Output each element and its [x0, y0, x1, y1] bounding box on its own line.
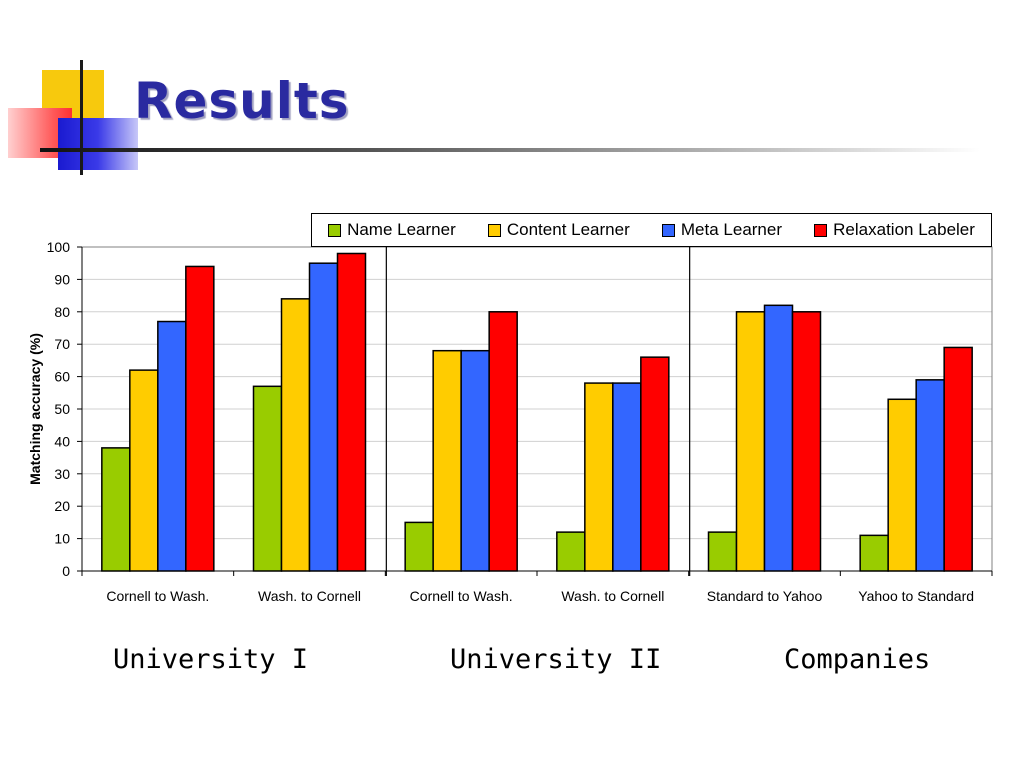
y-tick-label: 0 — [62, 563, 70, 579]
bar — [185, 265, 215, 572]
bar — [308, 262, 339, 572]
x-category-label: Cornell to Wash. — [106, 588, 209, 604]
group-label-university-1: University I — [113, 644, 309, 675]
bar — [101, 447, 131, 572]
x-category-label: Wash. to Cornell — [561, 588, 664, 604]
bar — [129, 369, 159, 572]
legend-label: Name Learner — [347, 220, 456, 239]
decor-vertical-line — [80, 60, 83, 175]
x-category-label: Yahoo to Standard — [858, 588, 974, 604]
legend-swatch-meta-learner — [661, 223, 675, 237]
y-tick-label: 80 — [54, 304, 70, 320]
legend-swatch-name-learner — [328, 223, 342, 237]
legend-swatch-content-learner — [487, 223, 501, 237]
bar — [735, 311, 766, 572]
legend-label: Content Learner — [506, 220, 630, 239]
bar — [280, 298, 311, 572]
slide-title: Results — [134, 72, 350, 130]
bar — [791, 311, 822, 572]
legend-item-name-learner: Name Learner — [328, 220, 456, 240]
legend-item-meta-learner: Meta Learner — [661, 220, 783, 240]
bar — [157, 320, 187, 572]
bar — [640, 356, 670, 572]
y-tick-label: 10 — [54, 531, 70, 547]
bar — [460, 349, 490, 572]
legend-label: Meta Learner — [680, 220, 783, 239]
y-tick-label: 60 — [54, 369, 70, 385]
legend-item-content-learner: Content Learner — [487, 220, 630, 240]
y-tick-label: 90 — [54, 271, 70, 287]
bar — [404, 521, 434, 572]
x-category-label: Cornell to Wash. — [410, 588, 513, 604]
group-label-university-2: University II — [450, 644, 662, 675]
bar — [707, 531, 738, 572]
x-category-label: Standard to Yahoo — [707, 588, 823, 604]
x-category-label: Wash. to Cornell — [258, 588, 361, 604]
bar — [336, 252, 367, 572]
y-tick-label: 70 — [54, 336, 70, 352]
y-axis-title: Matching accuracy (%) — [27, 333, 43, 485]
bar — [943, 346, 973, 572]
bar — [432, 349, 462, 572]
bar — [252, 385, 283, 572]
bar — [887, 398, 917, 572]
legend-swatch-relaxation-labeler — [814, 223, 828, 237]
chart-legend: Name Learner Content Learner Meta Learne… — [311, 213, 992, 247]
y-tick-label: 40 — [54, 433, 70, 449]
bar — [763, 304, 794, 572]
legend-item-relaxation-labeler: Relaxation Labeler — [814, 220, 975, 240]
y-tick-label: 20 — [54, 498, 70, 514]
legend-label: Relaxation Labeler — [833, 220, 975, 239]
bar — [859, 534, 889, 572]
bar — [915, 379, 945, 572]
bar — [584, 382, 614, 572]
group-label-companies: Companies — [784, 644, 931, 675]
bar — [488, 311, 518, 572]
y-tick-label: 30 — [54, 466, 70, 482]
decor-blue-square — [58, 118, 138, 170]
y-tick-label: 100 — [47, 239, 71, 255]
bar — [612, 382, 642, 572]
y-tick-label: 50 — [54, 401, 70, 417]
decor-title-underline — [40, 148, 980, 152]
bar — [556, 531, 586, 572]
